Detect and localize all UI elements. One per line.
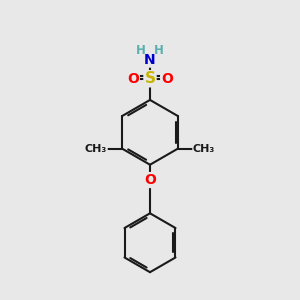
Text: S: S bbox=[145, 71, 155, 86]
Text: CH₃: CH₃ bbox=[85, 143, 107, 154]
Text: H: H bbox=[154, 44, 164, 57]
Text: O: O bbox=[144, 173, 156, 187]
Text: N: N bbox=[144, 52, 156, 67]
Text: CH₃: CH₃ bbox=[193, 143, 215, 154]
Text: H: H bbox=[136, 44, 146, 57]
Text: O: O bbox=[161, 72, 173, 86]
Text: O: O bbox=[127, 72, 139, 86]
